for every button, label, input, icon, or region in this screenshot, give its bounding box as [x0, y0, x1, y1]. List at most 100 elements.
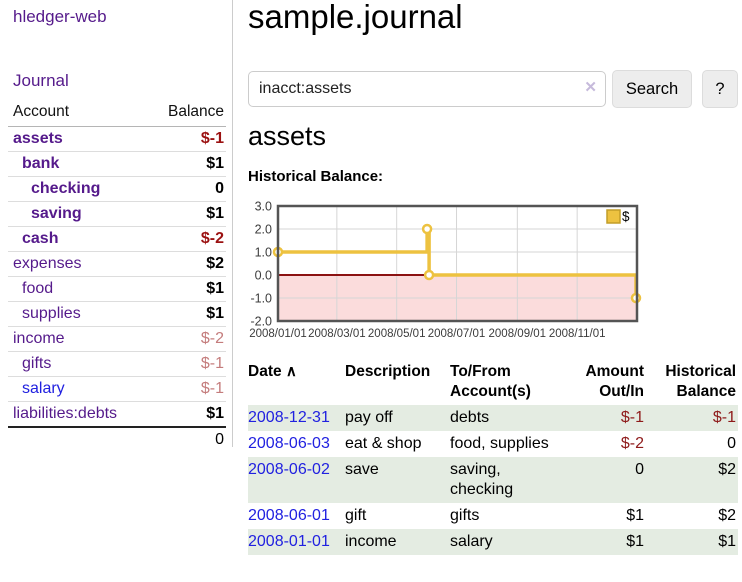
transaction-date-link[interactable]: 2008-12-31 [248, 409, 330, 426]
sidebar-account-row: bank $1 [8, 151, 226, 177]
sidebar-account-row: food $1 [8, 276, 226, 302]
account-link-supplies[interactable]: supplies [22, 305, 81, 322]
transaction-date-link[interactable]: 2008-06-03 [248, 435, 330, 452]
register-row: 2008-01-01 income salary $1 $1 [248, 529, 738, 555]
register-description-cell: save [345, 461, 379, 478]
account-balance: $1 [146, 201, 226, 227]
register-balance-cell: $-1 [712, 409, 736, 426]
register-description-cell: pay off [345, 409, 393, 426]
y-tick-label: 2.0 [255, 223, 272, 237]
y-tick-label: 3.0 [255, 200, 272, 214]
historical-balance-header: Historical Balance [665, 363, 736, 400]
amount-header: Amount Out/In [585, 363, 644, 400]
y-tick-label: -1.0 [250, 292, 272, 306]
chart-heading: Historical Balance: [248, 168, 384, 185]
x-tick-label: 2008/11/01 [549, 328, 606, 340]
register-table: Date ∧ Description To/From Account(s) Am… [248, 359, 738, 555]
search-input[interactable] [248, 71, 606, 107]
sidebar-account-row: expenses $2 [8, 251, 226, 277]
register-balance-cell: $2 [718, 507, 736, 524]
account-balance: $1 [146, 276, 226, 302]
account-balance: $1 [146, 301, 226, 327]
sidebar-account-row: liabilities:debts $1 [8, 401, 226, 427]
register-row: 2008-06-02 save saving, checking 0 $2 [248, 457, 738, 503]
register-description-cell: gift [345, 507, 367, 524]
account-link-saving[interactable]: saving [31, 205, 82, 222]
transaction-date-link[interactable]: 2008-01-01 [248, 533, 330, 550]
account-link-bank[interactable]: bank [22, 155, 60, 172]
legend-swatch [606, 209, 621, 224]
register-date-cell: 2008-12-31 [248, 405, 345, 431]
sidebar-account-row: salary $-1 [8, 376, 226, 402]
balance-column-header: Balance [146, 103, 226, 127]
help-button[interactable]: ? [702, 70, 738, 108]
sidebar: hledger-web Journal Account Balance asse… [0, 0, 233, 452]
account-table-header-row: Account Balance [8, 103, 226, 127]
page-title: sample.journal [248, 0, 463, 35]
date-sort-header[interactable]: Date ∧ [248, 363, 297, 380]
register-date-cell: 2008-06-02 [248, 457, 345, 503]
sidebar-account-row: income $-2 [8, 326, 226, 352]
account-link-gifts[interactable]: gifts [22, 355, 52, 372]
app-brand-link[interactable]: hledger-web [13, 7, 107, 26]
sidebar-account-row: gifts $-1 [8, 351, 226, 377]
accounts-header: To/From Account(s) [450, 363, 531, 400]
sidebar-account-row: supplies $1 [8, 301, 226, 327]
account-balance: $1 [146, 151, 226, 177]
account-link-salary[interactable]: salary [22, 380, 65, 397]
register-balance-cell: $2 [718, 461, 736, 478]
register-amount-cell: $1 [626, 533, 644, 550]
register-description-cell: eat & shop [345, 435, 422, 452]
sidebar-total-row: 0 [8, 426, 226, 452]
search-input-wrap: ✕ [248, 71, 606, 107]
account-balance: $1 [146, 401, 226, 427]
account-balance: $2 [146, 251, 226, 277]
account-balance: $-2 [146, 326, 226, 352]
search-form: ✕ Search ? [248, 70, 740, 108]
transaction-date-link[interactable]: 2008-06-01 [248, 507, 330, 524]
x-tick-label: 2008/07/01 [428, 328, 486, 340]
data-point-marker [421, 223, 433, 235]
register-header-row: Date ∧ Description To/From Account(s) Am… [248, 359, 738, 405]
sidebar-account-row: cash $-2 [8, 226, 226, 252]
register-row: 2008-06-01 gift gifts $1 $2 [248, 503, 738, 529]
register-date-cell: 2008-06-03 [248, 431, 345, 457]
transaction-date-link[interactable]: 2008-06-02 [248, 461, 330, 478]
register-amount-cell: 0 [635, 461, 644, 478]
data-point-marker [423, 269, 435, 281]
account-link-income[interactable]: income [13, 330, 65, 347]
account-balance: $-1 [146, 376, 226, 402]
account-balance: $-1 [146, 351, 226, 377]
register-balance-cell: $1 [718, 533, 736, 550]
sidebar-total-balance: 0 [146, 426, 226, 452]
account-link-liabilities-debts[interactable]: liabilities:debts [13, 405, 118, 422]
account-link-assets[interactable]: assets [13, 130, 63, 147]
y-tick-label: 1.0 [255, 246, 272, 260]
clear-search-icon[interactable]: ✕ [584, 79, 597, 96]
sort-ascending-icon: ∧ [285, 363, 297, 380]
x-tick-label: 2008/01/01 [249, 328, 307, 340]
y-tick-label: 0.0 [255, 269, 272, 283]
search-button[interactable]: Search [612, 70, 692, 108]
filtered-account-heading: assets [248, 121, 327, 151]
register-description-cell: income [345, 533, 397, 550]
register-row: 2008-06-03 eat & shop food, supplies $-2 0 [248, 431, 738, 457]
account-link-cash[interactable]: cash [22, 230, 59, 247]
register-amount-cell: $-2 [620, 435, 644, 452]
register-accounts-cell: debts [450, 409, 490, 426]
sidebar-account-row: saving $1 [8, 201, 226, 227]
legend-label: $ [622, 209, 630, 224]
account-column-header: Account [8, 103, 147, 127]
y-tick-label: -2.0 [250, 315, 272, 329]
account-balance: 0 [146, 176, 226, 202]
account-link-checking[interactable]: checking [31, 180, 101, 197]
account-balance: $-2 [146, 226, 226, 252]
plot-border [276, 204, 639, 323]
register-date-cell: 2008-01-01 [248, 529, 345, 555]
sidebar-account-row: checking 0 [8, 176, 226, 202]
register-accounts-cell: saving, checking [450, 461, 514, 498]
account-link-expenses[interactable]: expenses [13, 255, 82, 272]
sidebar-item-journal[interactable]: Journal [13, 71, 69, 90]
sidebar-account-row: assets $-1 [8, 126, 226, 152]
account-link-food[interactable]: food [22, 280, 54, 297]
